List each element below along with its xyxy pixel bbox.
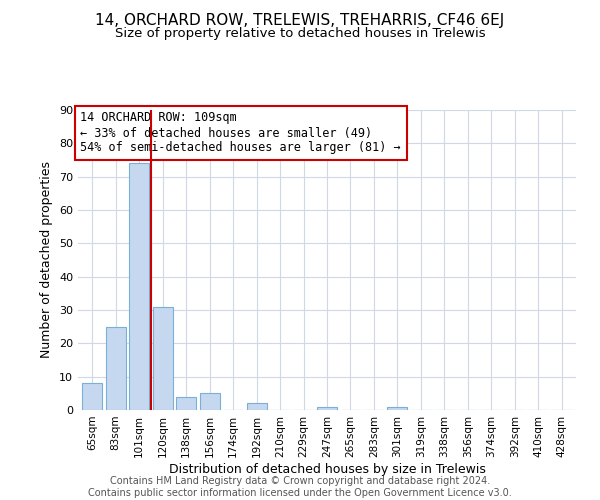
Y-axis label: Number of detached properties: Number of detached properties	[40, 162, 53, 358]
Text: Size of property relative to detached houses in Trelewis: Size of property relative to detached ho…	[115, 28, 485, 40]
Text: 14, ORCHARD ROW, TRELEWIS, TREHARRIS, CF46 6EJ: 14, ORCHARD ROW, TRELEWIS, TREHARRIS, CF…	[95, 12, 505, 28]
Bar	[106, 326, 125, 410]
Text: 14 ORCHARD ROW: 109sqm
← 33% of detached houses are smaller (49)
54% of semi-det: 14 ORCHARD ROW: 109sqm ← 33% of detached…	[80, 112, 401, 154]
Bar	[388, 406, 407, 410]
Bar	[247, 404, 266, 410]
Bar	[200, 394, 220, 410]
Bar	[129, 164, 149, 410]
Bar	[317, 406, 337, 410]
X-axis label: Distribution of detached houses by size in Trelewis: Distribution of detached houses by size …	[169, 462, 485, 475]
Bar	[82, 384, 102, 410]
Bar	[152, 306, 173, 410]
Text: Contains HM Land Registry data © Crown copyright and database right 2024.
Contai: Contains HM Land Registry data © Crown c…	[88, 476, 512, 498]
Bar	[176, 396, 196, 410]
